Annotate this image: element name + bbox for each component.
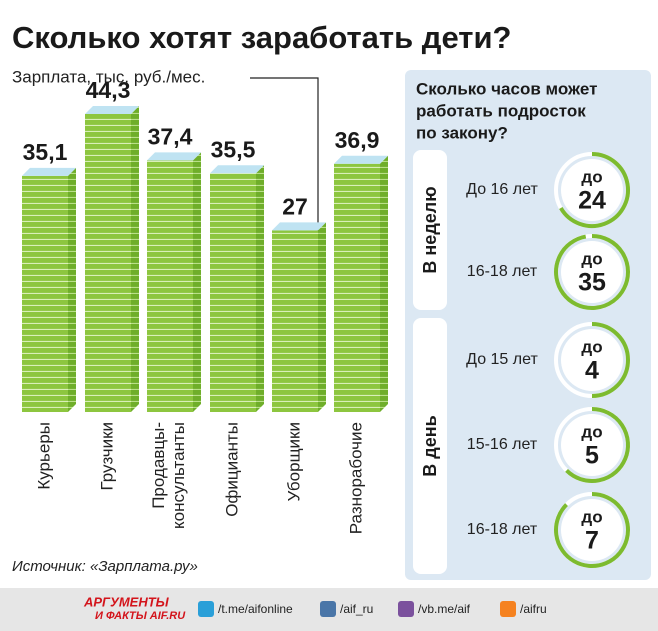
hours-circle bbox=[561, 159, 623, 221]
bar bbox=[22, 175, 68, 412]
hours-prefix: до bbox=[581, 337, 602, 356]
group-box bbox=[413, 150, 447, 310]
hours-prefix: до bbox=[581, 167, 602, 186]
hours-arc bbox=[591, 322, 630, 398]
age-label: До 16 лет bbox=[466, 181, 538, 198]
hours-circle bbox=[561, 241, 623, 303]
panel-title: по закону? bbox=[416, 123, 508, 142]
value-label: 36,9 bbox=[335, 127, 380, 153]
axis-label: Зарплата, тыс. руб./мес. bbox=[12, 67, 205, 86]
group-label: В неделю bbox=[420, 186, 440, 273]
category-label: Разнорабочие bbox=[346, 422, 365, 534]
source: Источник: «Зарплата.ру» bbox=[12, 558, 198, 575]
bar bbox=[85, 114, 131, 412]
panel-title: работать подросток bbox=[416, 101, 586, 120]
age-label: 16-18 лет bbox=[467, 263, 538, 280]
group-box bbox=[413, 318, 447, 574]
social-link: /t.me/aifonline bbox=[218, 602, 293, 616]
social-link: /aif_ru bbox=[340, 602, 373, 616]
chart-title: Сколько хотят заработать дети? bbox=[12, 20, 511, 55]
hours-value: 4 bbox=[585, 357, 599, 385]
hours-prefix: до bbox=[581, 422, 602, 441]
value-label: 35,1 bbox=[23, 139, 68, 165]
social-link: /aifru bbox=[520, 602, 547, 616]
value-label: 44,3 bbox=[86, 77, 131, 103]
logo: И ФАКТЫ AIF.RU bbox=[95, 610, 186, 622]
value-label: 35,5 bbox=[211, 136, 256, 162]
category-label: Курьеры bbox=[34, 422, 53, 490]
hours-circle bbox=[561, 499, 623, 561]
bar-side bbox=[68, 167, 76, 412]
category-label: Грузчики bbox=[97, 422, 116, 491]
hours-value: 24 bbox=[578, 187, 606, 215]
hours-value: 5 bbox=[585, 442, 599, 470]
bar-side bbox=[193, 152, 201, 412]
bar-side bbox=[131, 106, 139, 412]
hours-arc bbox=[554, 492, 630, 568]
social-icon bbox=[398, 601, 414, 617]
bar-top bbox=[334, 155, 388, 164]
value-label: 37,4 bbox=[148, 123, 193, 149]
social-link: /vb.me/aif bbox=[418, 602, 471, 616]
age-label: До 15 лет bbox=[466, 351, 538, 368]
bar-top bbox=[272, 222, 326, 231]
hours-value: 7 bbox=[585, 527, 599, 555]
bar bbox=[210, 173, 256, 412]
social-icon bbox=[320, 601, 336, 617]
hours-arc bbox=[559, 152, 630, 228]
value-label: 27 bbox=[282, 193, 308, 219]
bar-side bbox=[256, 165, 264, 412]
hours-arc bbox=[565, 407, 630, 483]
panel-title: Сколько часов может bbox=[416, 79, 597, 98]
bar-top bbox=[22, 167, 76, 176]
hours-prefix: до bbox=[581, 249, 602, 268]
bar-top bbox=[210, 165, 264, 174]
social-icon bbox=[198, 601, 214, 617]
bar-side bbox=[318, 222, 326, 412]
hours-arc bbox=[554, 234, 630, 310]
hours-circle bbox=[561, 329, 623, 391]
social-icon bbox=[500, 601, 516, 617]
bar bbox=[272, 230, 318, 412]
bar-top bbox=[147, 152, 201, 161]
logo: АРГУМЕНТЫ bbox=[83, 594, 170, 609]
age-label: 16-18 лет bbox=[467, 521, 538, 538]
bar bbox=[334, 163, 380, 412]
category-label: Официанты bbox=[222, 422, 241, 517]
group-label: В день bbox=[420, 415, 440, 476]
hours-circle bbox=[561, 414, 623, 476]
category-label: Продавцы-консультанты bbox=[149, 422, 188, 529]
hours-prefix: до bbox=[581, 507, 602, 526]
bar-side bbox=[380, 155, 388, 412]
hours-value: 35 bbox=[578, 269, 606, 297]
bar bbox=[147, 160, 193, 412]
age-label: 15-16 лет bbox=[467, 436, 538, 453]
bar-top bbox=[85, 106, 139, 114]
category-label: Уборщики bbox=[284, 422, 303, 502]
leader-line bbox=[250, 77, 319, 232]
